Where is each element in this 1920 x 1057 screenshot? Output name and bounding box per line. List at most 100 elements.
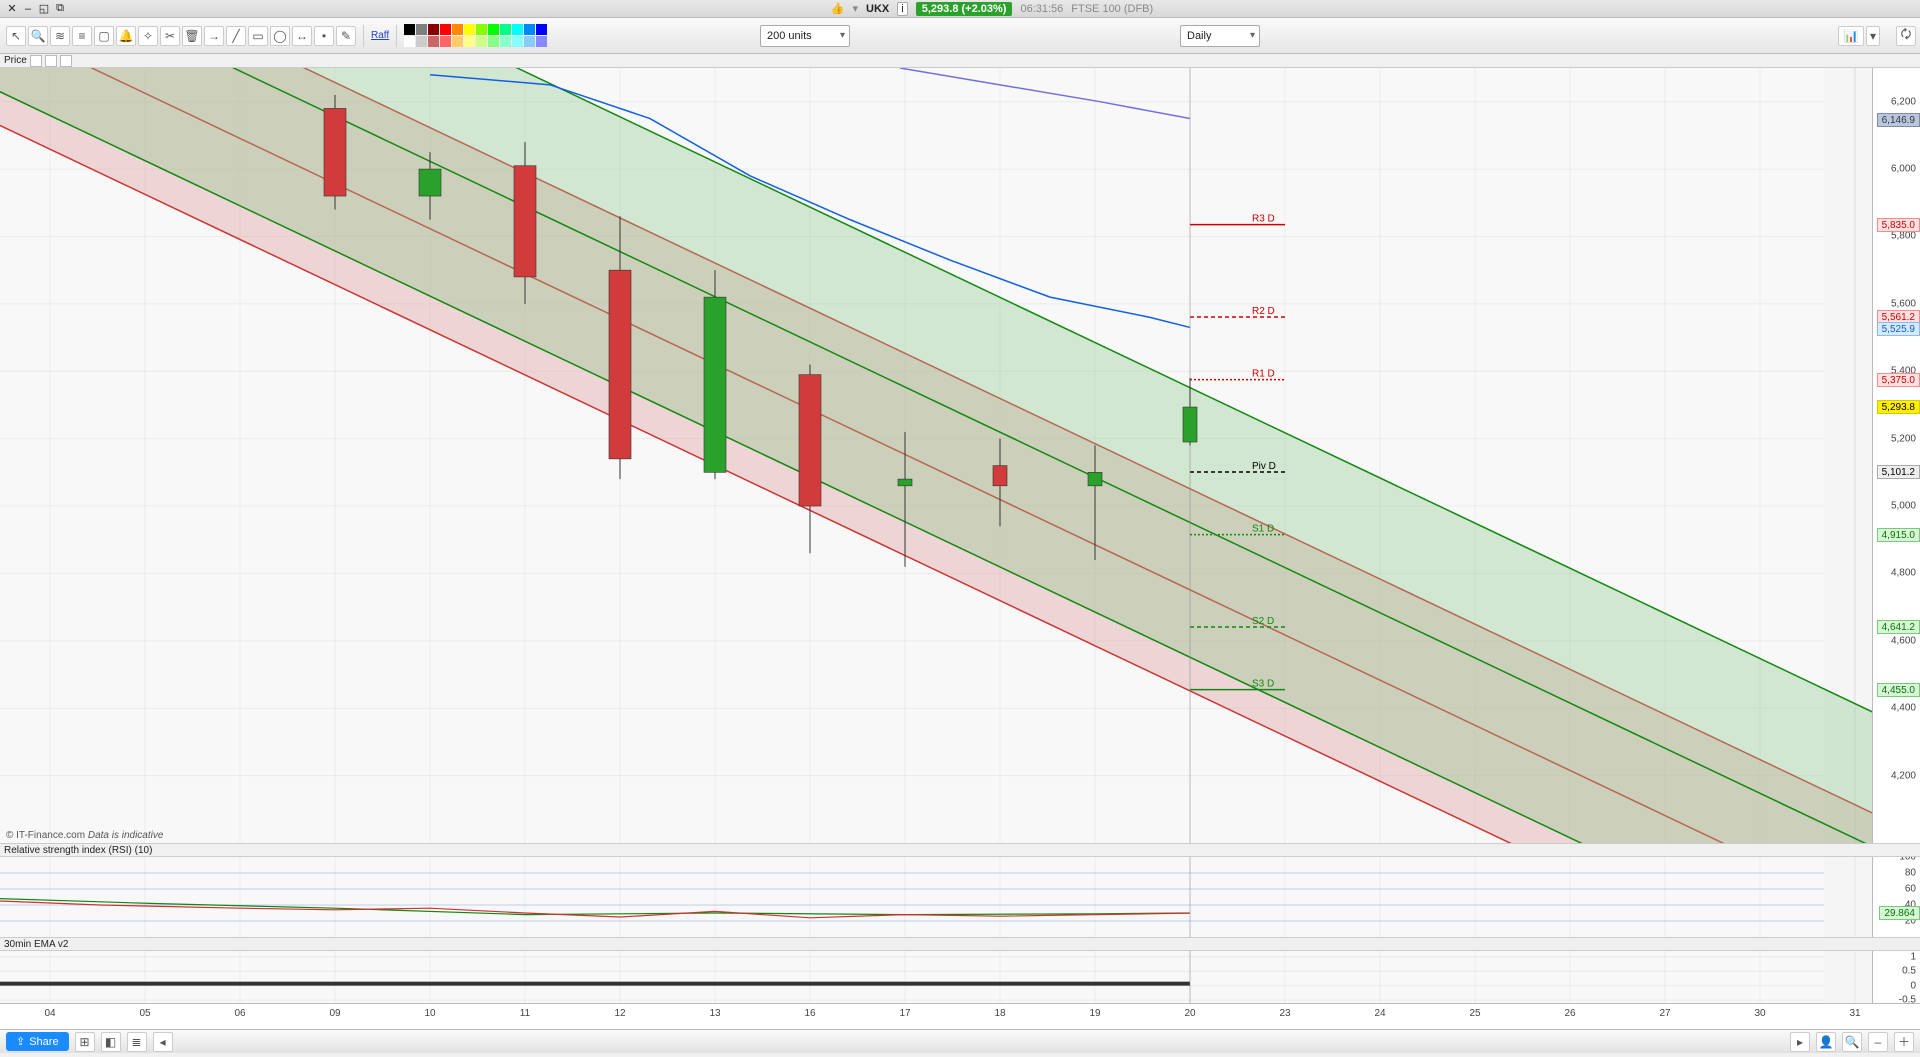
thumbs-icon[interactable]: 👍 xyxy=(831,2,845,15)
scroll-right-icon[interactable]: ▸ xyxy=(1790,1032,1810,1052)
date-tick: 25 xyxy=(1469,1008,1480,1019)
color-swatch[interactable] xyxy=(500,24,511,35)
price-pill: 5,293.8 (+2.03%) xyxy=(916,2,1013,16)
zoom-fit-icon[interactable]: 🔍 xyxy=(1842,1032,1862,1052)
tool-button-3[interactable]: ≡ xyxy=(72,26,92,46)
tool-button-11[interactable]: ▭ xyxy=(248,26,268,46)
rsi-ytick: 80 xyxy=(1905,868,1916,879)
tool-button-0[interactable]: ↖ xyxy=(6,26,26,46)
price-panel-label: Price xyxy=(4,55,27,66)
ema-chart[interactable]: 10.50-0.5 xyxy=(0,951,1920,1003)
color-swatch[interactable] xyxy=(428,36,439,47)
footer-bar: ⇪ Share ⊞ ◧ ≣ ◂ ▸ 👤 🔍 – ＋ xyxy=(0,1029,1920,1053)
ticker-symbol: UKX xyxy=(866,3,889,15)
popout-icon[interactable]: ⧉ xyxy=(54,3,66,15)
svg-text:Piv D: Piv D xyxy=(1252,461,1276,472)
color-swatch[interactable] xyxy=(500,36,511,47)
price-panel-header: Price xyxy=(0,54,1920,68)
tool-button-4[interactable]: ▢ xyxy=(94,26,114,46)
color-swatch[interactable] xyxy=(476,36,487,47)
date-tick: 30 xyxy=(1754,1008,1765,1019)
tool-button-13[interactable]: ↔ xyxy=(292,26,312,46)
color-swatch[interactable] xyxy=(536,24,547,35)
color-swatch[interactable] xyxy=(488,36,499,47)
footer-tool-2[interactable]: ◧ xyxy=(101,1032,121,1052)
footer-tool-1[interactable]: ⊞ xyxy=(75,1032,95,1052)
close-icon[interactable]: ✕ xyxy=(6,3,18,15)
color-swatch[interactable] xyxy=(452,36,463,47)
color-swatch[interactable] xyxy=(452,24,463,35)
color-swatch[interactable] xyxy=(416,24,427,35)
color-swatch[interactable] xyxy=(512,24,523,35)
date-tick: 23 xyxy=(1279,1008,1290,1019)
refresh-icon[interactable]: 🗘 xyxy=(1896,26,1916,46)
chart-type-dd-icon[interactable]: ▾ xyxy=(1866,26,1880,46)
price-ytick: 6,000 xyxy=(1891,164,1916,175)
price-level-box: 4,455.0 xyxy=(1877,683,1920,697)
panel-settings-icon[interactable] xyxy=(30,55,42,67)
date-tick: 10 xyxy=(424,1008,435,1019)
tool-button-7[interactable]: ✂ xyxy=(160,26,180,46)
tool-button-1[interactable]: 🔍 xyxy=(28,26,48,46)
rsi-chart[interactable]: 1008060402029.864 xyxy=(0,857,1920,937)
color-swatch[interactable] xyxy=(404,24,415,35)
panel-close-icon[interactable] xyxy=(60,55,72,67)
footer-search-icon[interactable]: 👤 xyxy=(1816,1032,1836,1052)
price-chart[interactable]: R3 DR2 DR1 DPiv DS1 DS2 DS3 D 6,2006,000… xyxy=(0,68,1920,843)
chart-type-button[interactable]: 📊 xyxy=(1838,26,1864,46)
tool-button-6[interactable]: ✧ xyxy=(138,26,158,46)
svg-text:S3 D: S3 D xyxy=(1252,679,1274,690)
raff-link[interactable]: Raff xyxy=(371,30,389,41)
color-swatch[interactable] xyxy=(536,36,547,47)
tool-button-10[interactable]: ╱ xyxy=(226,26,246,46)
timeframe-dropdown[interactable]: Daily xyxy=(1180,25,1260,47)
price-level-box: 5,293.8 xyxy=(1877,400,1920,414)
date-tick: 05 xyxy=(139,1008,150,1019)
color-swatch[interactable] xyxy=(440,36,451,47)
date-tick: 12 xyxy=(614,1008,625,1019)
copyright-text: © IT-Finance.com Data is indicative xyxy=(6,830,163,841)
share-button[interactable]: ⇪ Share xyxy=(6,1032,69,1051)
color-swatch[interactable] xyxy=(512,36,523,47)
tool-button-8[interactable]: 🗑 xyxy=(182,26,202,46)
units-dropdown[interactable]: 200 units xyxy=(760,25,850,47)
share-icon: ⇪ xyxy=(16,1035,25,1048)
ema-header: 30min EMA v2 xyxy=(0,937,1920,951)
date-tick: 27 xyxy=(1659,1008,1670,1019)
date-tick: 16 xyxy=(804,1008,815,1019)
color-swatch[interactable] xyxy=(416,36,427,47)
color-palette[interactable] xyxy=(404,24,547,47)
date-tick: 06 xyxy=(234,1008,245,1019)
tool-button-9[interactable]: → xyxy=(204,26,224,46)
panel-max-icon[interactable] xyxy=(45,55,57,67)
minimize-icon[interactable]: – xyxy=(22,3,34,15)
tool-button-12[interactable]: ◯ xyxy=(270,26,290,46)
info-icon[interactable]: i xyxy=(897,2,907,16)
color-swatch[interactable] xyxy=(428,24,439,35)
color-swatch[interactable] xyxy=(404,36,415,47)
color-swatch[interactable] xyxy=(476,24,487,35)
tool-button-15[interactable]: ✎ xyxy=(336,26,356,46)
zoom-out-icon[interactable]: – xyxy=(1868,1032,1888,1052)
color-swatch[interactable] xyxy=(488,24,499,35)
restore-icon[interactable]: ◱ xyxy=(38,3,50,15)
main-toolbar: ↖🔍≋≡▢🔔✧✂🗑→╱▭◯↔•✎ Raff 200 units Daily 📊 … xyxy=(0,18,1920,54)
scroll-left-icon[interactable]: ◂ xyxy=(153,1032,173,1052)
color-swatch[interactable] xyxy=(464,24,475,35)
color-swatch[interactable] xyxy=(524,24,535,35)
color-swatch[interactable] xyxy=(524,36,535,47)
price-level-box: 5,101.2 xyxy=(1877,465,1920,479)
date-axis: 0405060910111213161718192023242526273031 xyxy=(0,1003,1920,1029)
footer-tool-3[interactable]: ≣ xyxy=(127,1032,147,1052)
date-tick: 24 xyxy=(1374,1008,1385,1019)
price-ytick: 4,600 xyxy=(1891,635,1916,646)
zoom-in-icon[interactable]: ＋ xyxy=(1894,1032,1914,1052)
color-swatch[interactable] xyxy=(440,24,451,35)
tool-button-2[interactable]: ≋ xyxy=(50,26,70,46)
rsi-ytick: 100 xyxy=(1899,857,1916,863)
color-swatch[interactable] xyxy=(464,36,475,47)
price-level-box: 6,146.9 xyxy=(1877,113,1920,127)
date-tick: 31 xyxy=(1849,1008,1860,1019)
tool-button-14[interactable]: • xyxy=(314,26,334,46)
tool-button-5[interactable]: 🔔 xyxy=(116,26,136,46)
